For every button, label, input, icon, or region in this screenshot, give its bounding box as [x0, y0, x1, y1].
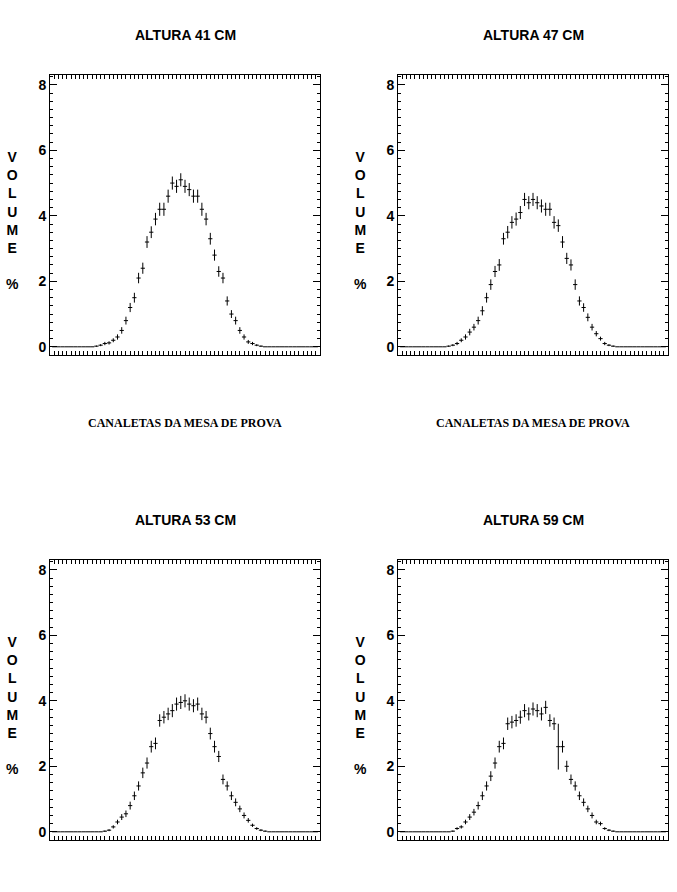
- svg-text:8: 8: [386, 562, 394, 578]
- svg-text:6: 6: [386, 627, 394, 643]
- svg-text:VOLUME %: VOLUME %: [354, 634, 367, 777]
- svg-text:VOLUME %: VOLUME %: [6, 634, 19, 777]
- svg-text:ALTURA 41 CM: ALTURA 41 CM: [135, 27, 236, 43]
- svg-text:4: 4: [38, 208, 46, 224]
- svg-text:4: 4: [386, 693, 394, 709]
- svg-text:8: 8: [386, 77, 394, 93]
- svg-text:ALTURA 47 CM: ALTURA 47 CM: [483, 27, 584, 43]
- svg-text:6: 6: [386, 142, 394, 158]
- svg-text:2: 2: [386, 758, 394, 774]
- svg-text:4: 4: [38, 693, 46, 709]
- svg-text:VOLUME %: VOLUME %: [354, 149, 367, 292]
- svg-text:VOLUME %: VOLUME %: [6, 149, 19, 292]
- svg-text:6: 6: [38, 142, 46, 158]
- svg-text:0: 0: [38, 339, 46, 355]
- svg-text:2: 2: [38, 273, 46, 289]
- svg-text:ALTURA 53 CM: ALTURA 53 CM: [135, 512, 236, 528]
- svg-text:0: 0: [386, 339, 394, 355]
- svg-text:0: 0: [386, 824, 394, 840]
- svg-text:8: 8: [38, 77, 46, 93]
- svg-text:2: 2: [386, 273, 394, 289]
- svg-text:ALTURA 59 CM: ALTURA 59 CM: [483, 512, 584, 528]
- svg-text:8: 8: [38, 562, 46, 578]
- svg-text:CANALETAS DA MESA DE PROVA: CANALETAS DA MESA DE PROVA: [88, 416, 282, 430]
- svg-text:4: 4: [386, 208, 394, 224]
- svg-text:6: 6: [38, 627, 46, 643]
- svg-text:CANALETAS DA MESA DE PROVA: CANALETAS DA MESA DE PROVA: [436, 416, 630, 430]
- svg-text:2: 2: [38, 758, 46, 774]
- svg-text:0: 0: [38, 824, 46, 840]
